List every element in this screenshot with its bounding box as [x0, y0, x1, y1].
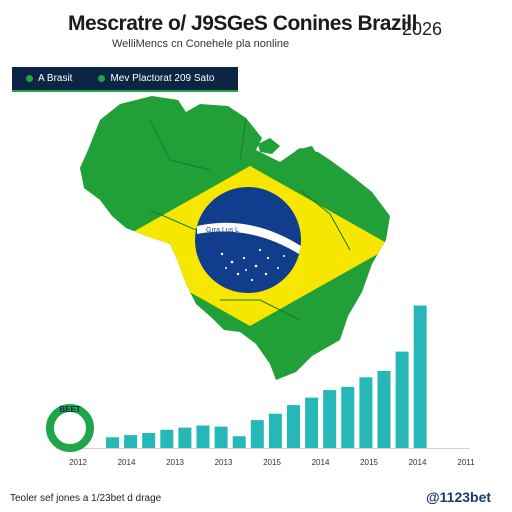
badge-text: BEET [59, 405, 80, 414]
badge-ring [46, 404, 94, 452]
x-tick-label: 2014 [409, 458, 427, 467]
bar-17 [395, 351, 409, 448]
x-tick-label: 2012 [69, 458, 87, 467]
state-border [149, 117, 351, 321]
legend-bar: A Brasit Mev Plactorat 209 Sato [12, 67, 238, 90]
footer-brand-logo: @1123bet [426, 489, 492, 505]
x-tick-label: 2014 [312, 458, 330, 467]
legend-dot-icon [26, 75, 33, 82]
bar-3 [142, 433, 156, 448]
footer-caption: Teoler sef jones a 1/23bet d drage [10, 493, 162, 504]
island-shape [296, 146, 318, 160]
year-label: 2026 [402, 19, 443, 39]
bar-12 [305, 397, 319, 448]
bar-18 [413, 305, 427, 448]
legend-label-2: Mev Plactorat 209 Sato [110, 73, 215, 84]
flag-globe [195, 187, 301, 293]
bar-1 [106, 437, 119, 448]
x-tick-label: 2013 [166, 458, 184, 467]
bar-4 [160, 429, 174, 448]
x-tick-labels: 2012 2014 2013 2013 2015 2014 2015 2014 2011 [69, 458, 475, 467]
x-tick-label: 2015 [360, 458, 378, 467]
legend-item-1: A Brasit [26, 73, 72, 84]
legend-item-2: Mev Plactorat 209 Sato [98, 73, 214, 84]
flag-stars [220, 248, 285, 282]
bar-13 [323, 390, 337, 448]
bar-6 [196, 425, 210, 448]
flag-band-text: Grra Lus L [206, 227, 239, 234]
page-subtitle: WelliMencs cn Conehele pla nonline [112, 38, 290, 50]
page-title: Mescratre o/ J9SGeS Conines Brazill [68, 12, 417, 35]
x-tick-label: 2013 [215, 458, 233, 467]
bar-9 [250, 420, 264, 448]
bar-10 [268, 413, 282, 448]
bar-2 [124, 435, 138, 448]
legend-dot-icon [98, 75, 106, 82]
bar-14 [341, 386, 355, 448]
island-shape [258, 138, 280, 154]
bar-15 [359, 377, 373, 448]
bar-series [56, 305, 470, 449]
bar-5 [178, 427, 192, 448]
badge: BEET [46, 404, 94, 452]
bar-7 [214, 426, 228, 448]
legend-label-1: A Brasit [38, 73, 73, 84]
x-tick-label: 2014 [118, 458, 136, 467]
bar-8 [232, 436, 246, 448]
x-tick-label: 2011 [457, 458, 475, 467]
bar-11 [287, 405, 300, 448]
flag-band [197, 222, 301, 254]
x-tick-label: 2015 [263, 458, 281, 467]
legend-underline [12, 90, 238, 92]
bar-16 [377, 370, 391, 448]
